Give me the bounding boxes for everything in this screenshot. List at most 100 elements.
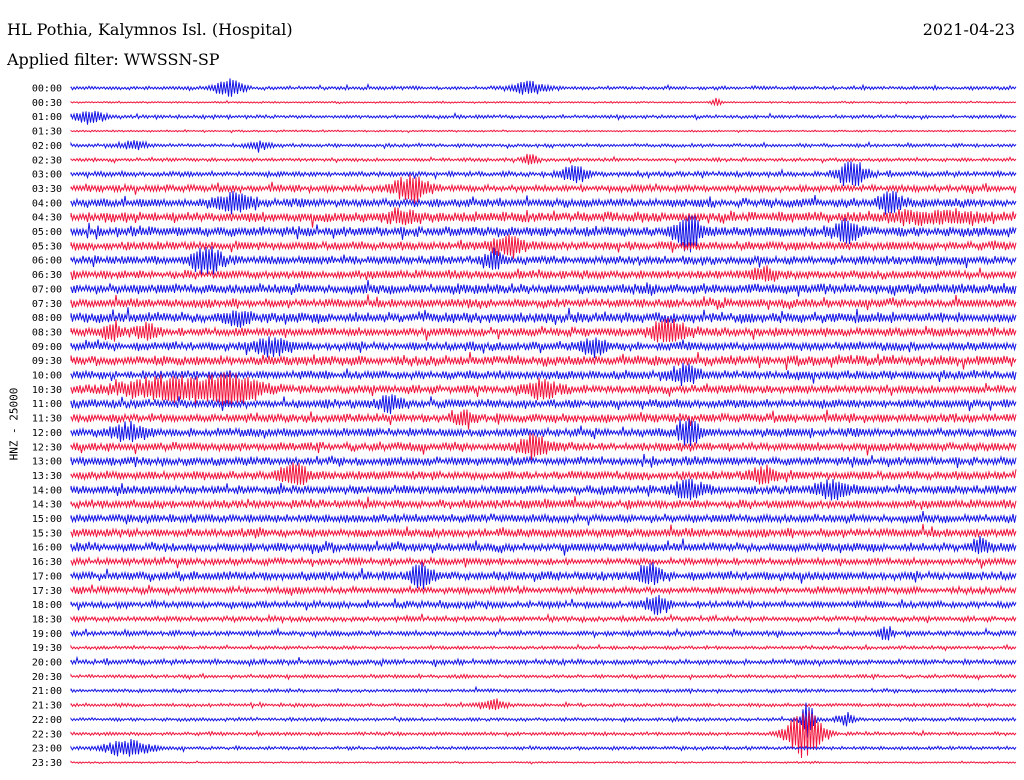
row-label-0600: 06:00	[32, 256, 62, 267]
row-label-1530: 15:30	[32, 528, 62, 539]
row-label-1630: 16:30	[32, 557, 62, 568]
trace-2100	[70, 685, 1017, 695]
row-label-1730: 17:30	[32, 586, 62, 597]
row-label-0930: 09:30	[32, 356, 62, 367]
row-label-0400: 04:00	[32, 198, 62, 209]
row-label-1700: 17:00	[32, 571, 62, 582]
trace-1330	[70, 462, 1017, 485]
row-labels: 00:00 00:30 01:00 01:30 02:00 02:30 03:00 03:30…	[32, 84, 62, 769]
row-label-0900: 09:00	[32, 342, 62, 353]
row-label-2100: 21:00	[32, 686, 62, 697]
trace-1230	[70, 433, 1017, 460]
trace-2200	[70, 702, 1017, 738]
row-label-1030: 10:30	[32, 385, 62, 396]
trace-1700	[70, 562, 1017, 590]
trace-0600	[70, 246, 1017, 275]
row-label-1430: 14:30	[32, 500, 62, 511]
trace-1030	[70, 372, 1017, 408]
trace-0900	[70, 336, 1017, 359]
row-label-2130: 21:30	[32, 701, 62, 712]
row-label-1830: 18:30	[32, 614, 62, 625]
trace-2000	[70, 655, 1017, 668]
station-title: HL Pothia, Kalymnos Isl. (Hospital)	[7, 20, 293, 39]
row-label-1100: 11:00	[32, 399, 62, 410]
row-label-0630: 06:30	[32, 270, 62, 281]
trace-1130	[70, 409, 1017, 430]
trace-2300	[70, 738, 1017, 757]
trace-0100	[70, 110, 1017, 125]
row-label-0030: 00:30	[32, 98, 62, 109]
trace-0030	[70, 97, 1017, 107]
trace-1600	[70, 535, 1017, 556]
trace-1530	[70, 523, 1017, 539]
trace-1100	[70, 394, 1017, 415]
trace-0530	[70, 234, 1017, 259]
row-label-0300: 03:00	[32, 170, 62, 181]
row-label-1600: 16:00	[32, 543, 62, 554]
trace-0330	[70, 174, 1017, 204]
trace-0200	[70, 139, 1017, 153]
row-label-1230: 12:30	[32, 442, 62, 453]
row-label-2030: 20:30	[32, 672, 62, 683]
trace-1630	[70, 556, 1017, 569]
trace-0800	[70, 307, 1017, 328]
row-label-0800: 08:00	[32, 313, 62, 324]
trace-0230	[70, 153, 1017, 165]
trace-1430	[70, 496, 1017, 510]
trace-1400	[70, 478, 1017, 501]
row-label-1500: 15:00	[32, 514, 62, 525]
row-label-1800: 18:00	[32, 600, 62, 611]
row-label-0230: 02:30	[32, 155, 62, 166]
trace-0130	[70, 128, 1017, 134]
trace-1200	[70, 418, 1017, 447]
row-label-2300: 23:00	[32, 744, 62, 755]
row-label-0700: 07:00	[32, 284, 62, 295]
row-label-2330: 23:30	[32, 758, 62, 769]
row-label-2200: 22:00	[32, 715, 62, 726]
trace-1830	[70, 612, 1017, 625]
row-label-0130: 01:30	[32, 127, 62, 138]
row-label-0200: 02:00	[32, 141, 62, 152]
trace-0430	[70, 207, 1017, 228]
row-label-1130: 11:30	[32, 414, 62, 425]
row-label-1000: 10:00	[32, 371, 62, 382]
trace-0630	[70, 265, 1017, 282]
row-label-2000: 20:00	[32, 658, 62, 669]
trace-0500	[70, 215, 1017, 253]
row-label-1200: 12:00	[32, 428, 62, 439]
row-label-0330: 03:30	[32, 184, 62, 195]
row-label-2230: 22:30	[32, 729, 62, 740]
trace-0730	[70, 294, 1017, 311]
trace-1930	[70, 643, 1017, 652]
row-label-0430: 04:30	[32, 213, 62, 224]
row-label-0000: 00:00	[32, 84, 62, 95]
trace-0700	[70, 279, 1017, 297]
trace-1000	[70, 362, 1017, 387]
trace-1500	[70, 511, 1017, 526]
trace-1300	[70, 453, 1017, 469]
trace-0000	[70, 78, 1017, 97]
trace-2230	[70, 710, 1017, 759]
row-label-1930: 19:30	[32, 643, 62, 654]
date-label: 2021-04-23	[922, 20, 1015, 39]
trace-0300	[70, 161, 1017, 187]
row-label-1300: 13:00	[32, 457, 62, 468]
row-label-1400: 14:00	[32, 485, 62, 496]
trace-1800	[70, 594, 1017, 616]
trace-0830	[70, 317, 1017, 343]
trace-1900	[70, 626, 1017, 641]
row-label-1900: 19:00	[32, 629, 62, 640]
trace-2130	[70, 698, 1017, 711]
trace-0400	[70, 190, 1017, 215]
traces	[70, 78, 1017, 765]
trace-2030	[70, 672, 1017, 681]
trace-2330	[70, 760, 1017, 765]
row-label-0100: 01:00	[32, 112, 62, 123]
trace-1730	[70, 584, 1017, 597]
row-label-0730: 07:30	[32, 299, 62, 310]
row-label-1330: 13:30	[32, 471, 62, 482]
row-label-0530: 05:30	[32, 241, 62, 252]
filter-label: Applied filter: WWSSN-SP	[7, 50, 220, 69]
row-label-0500: 05:00	[32, 227, 62, 238]
